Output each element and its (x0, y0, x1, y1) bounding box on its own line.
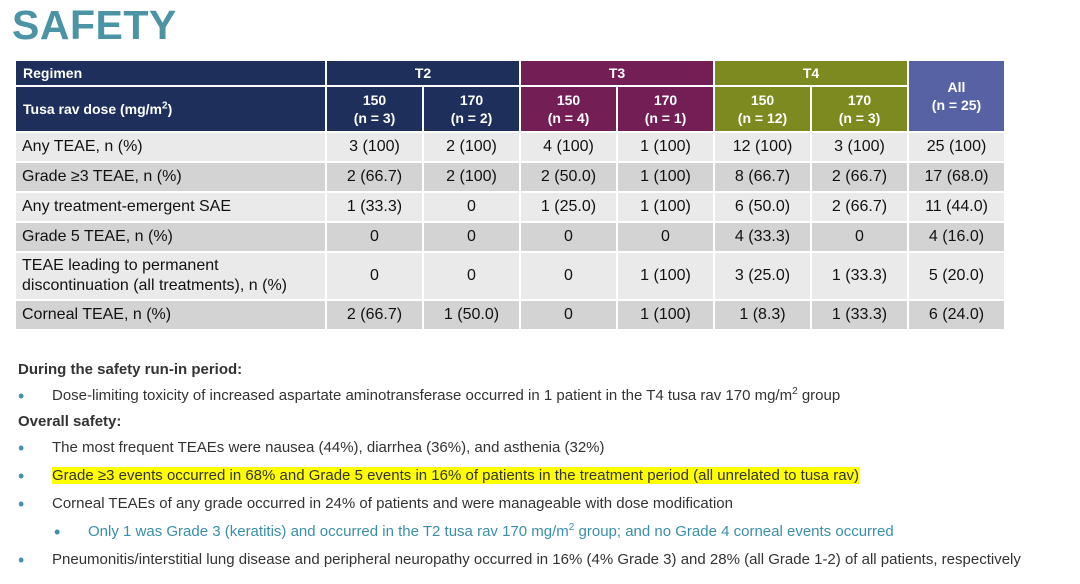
table-cell: 2 (100) (424, 163, 519, 191)
table-cell: 3 (25.0) (715, 253, 810, 299)
bullet-dot-icon: • (18, 386, 25, 406)
runin-heading: During the safety run-in period: (18, 361, 243, 378)
notes-section: During the safety run-in period: • Dose-… (18, 358, 1078, 574)
table-row: Grade ≥3 TEAE, n (%) 2 (66.7) 2 (100) 2 … (16, 163, 1004, 191)
overall-bullet-2: • Grade ≥3 events occurred in 68% and Gr… (18, 462, 1078, 490)
table-cell: 6 (24.0) (909, 301, 1004, 329)
group-header-t3: T3 (521, 61, 713, 85)
table-cell: 0 (327, 253, 422, 299)
safety-table: Regimen T2 T3 T4 All (n = 25) Tusa rav d… (14, 59, 1006, 331)
runin-bullet: • Dose-limiting toxicity of increased as… (18, 382, 1078, 410)
table-cell: 2 (100) (424, 133, 519, 161)
bullet-dot-icon: • (18, 550, 25, 570)
column-header: 150 (n = 3) (327, 87, 422, 131)
column-header: 170 (n = 3) (812, 87, 907, 131)
bullet-dot-icon: • (18, 438, 25, 458)
table-cell: 0 (812, 223, 907, 251)
column-header: 170 (n = 1) (618, 87, 713, 131)
table-cell: 1 (33.3) (812, 253, 907, 299)
table-cell: 1 (25.0) (521, 193, 616, 221)
table-cell: 2 (66.7) (327, 301, 422, 329)
column-header: 150 (n = 4) (521, 87, 616, 131)
table-cell: 0 (424, 193, 519, 221)
col-dose: All (947, 79, 966, 95)
header-row-dose: Tusa rav dose (mg/m2) 150 (n = 3) 170 (n =… (16, 87, 1004, 131)
table-cell: 6 (50.0) (715, 193, 810, 221)
overall-bullet-3: • Corneal TEAEs of any grade occurred in… (18, 490, 1078, 518)
table-cell: 12 (100) (715, 133, 810, 161)
table-cell: 1 (100) (618, 163, 713, 191)
table-cell: 8 (66.7) (715, 163, 810, 191)
table-cell: 0 (424, 223, 519, 251)
table-cell: 0 (424, 253, 519, 299)
group-header-t2: T2 (327, 61, 519, 85)
bullet-dot-icon: • (54, 522, 61, 542)
table-cell: 1 (8.3) (715, 301, 810, 329)
table-cell: 1 (50.0) (424, 301, 519, 329)
dose-label: Tusa rav dose (mg/m2) (16, 87, 325, 131)
row-label: Grade ≥3 TEAE, n (%) (16, 163, 325, 191)
row-label: Any treatment-emergent SAE (16, 193, 325, 221)
row-label: Any TEAE, n (%) (16, 133, 325, 161)
table-row: Corneal TEAE, n (%) 2 (66.7) 1 (50.0) 0 … (16, 301, 1004, 329)
table-cell: 2 (50.0) (521, 163, 616, 191)
header-row-regimen: Regimen T2 T3 T4 All (n = 25) (16, 61, 1004, 131)
table-cell: 0 (521, 253, 616, 299)
overall-heading: Overall safety: (18, 413, 122, 430)
table-cell: 1 (33.3) (812, 301, 907, 329)
table-cell: 25 (100) (909, 133, 1004, 161)
table-cell: 17 (68.0) (909, 163, 1004, 191)
table-cell: 1 (100) (618, 253, 713, 299)
column-header-all: All (n = 25) (909, 61, 1004, 131)
table-cell: 5 (20.0) (909, 253, 1004, 299)
table-row: Any treatment-emergent SAE 1 (33.3) 0 1 … (16, 193, 1004, 221)
table-cell: 4 (100) (521, 133, 616, 161)
column-header: 150 (n = 12) (715, 87, 810, 131)
group-header-t4: T4 (715, 61, 907, 85)
table-cell: 0 (521, 301, 616, 329)
row-label: TEAE leading to permanent discontinuatio… (16, 253, 325, 299)
table-cell: 2 (66.7) (327, 163, 422, 191)
table-cell: 4 (33.3) (715, 223, 810, 251)
table-row: Grade 5 TEAE, n (%) 0 0 0 0 4 (33.3) 0 4… (16, 223, 1004, 251)
table-row: TEAE leading to permanent discontinuatio… (16, 253, 1004, 299)
col-n: (n = 25) (931, 97, 982, 113)
table-cell: 1 (100) (618, 301, 713, 329)
table-cell: 1 (33.3) (327, 193, 422, 221)
table-row: Any TEAE, n (%) 3 (100) 2 (100) 4 (100) … (16, 133, 1004, 161)
slide-title: SAFETY (12, 2, 177, 48)
table-cell: 11 (44.0) (909, 193, 1004, 221)
regimen-label: Regimen (16, 61, 325, 85)
table-cell: 1 (100) (618, 193, 713, 221)
table-cell: 3 (100) (812, 133, 907, 161)
bullet-dot-icon: • (18, 466, 25, 486)
overall-sub-bullet: • Only 1 was Grade 3 (keratitis) and occ… (18, 518, 1078, 546)
table-cell: 0 (618, 223, 713, 251)
highlighted-text: Grade ≥3 events occurred in 68% and Grad… (52, 467, 860, 484)
overall-bullet-1: • The most frequent TEAEs were nausea (4… (18, 434, 1078, 462)
overall-bullet-4: • Pneumonitis/interstitial lung disease … (18, 546, 1078, 574)
table-cell: 0 (327, 223, 422, 251)
table-cell: 0 (521, 223, 616, 251)
bullet-dot-icon: • (18, 494, 25, 514)
column-header: 170 (n = 2) (424, 87, 519, 131)
table-cell: 2 (66.7) (812, 193, 907, 221)
table-cell: 4 (16.0) (909, 223, 1004, 251)
row-label: Corneal TEAE, n (%) (16, 301, 325, 329)
row-label: Grade 5 TEAE, n (%) (16, 223, 325, 251)
table-cell: 3 (100) (327, 133, 422, 161)
table-cell: 2 (66.7) (812, 163, 907, 191)
table-cell: 1 (100) (618, 133, 713, 161)
